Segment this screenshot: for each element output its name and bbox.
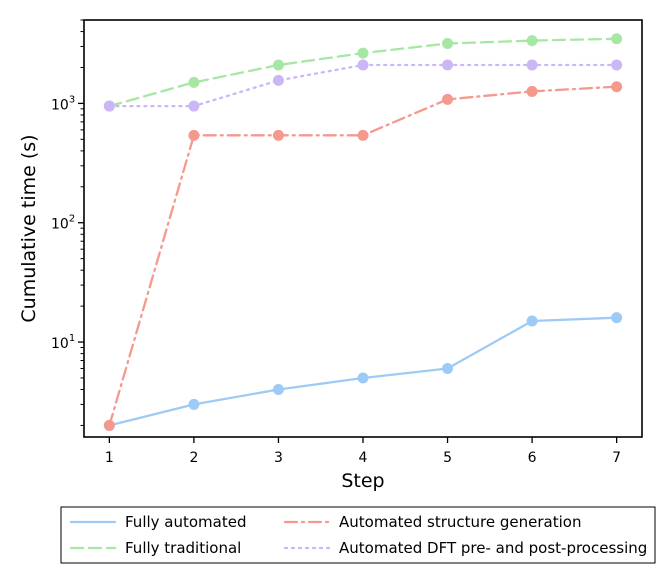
series-3-point-4 bbox=[357, 47, 369, 59]
series-4-point-5 bbox=[442, 59, 454, 71]
x-tick-label-5: 5 bbox=[443, 450, 452, 466]
series-2-point-1 bbox=[103, 419, 115, 431]
series-2-point-2 bbox=[188, 129, 200, 141]
series-1-point-7 bbox=[611, 312, 623, 324]
series-4-point-6 bbox=[526, 59, 538, 71]
y-tick-label-1000: 103 bbox=[51, 94, 75, 113]
legend-box bbox=[60, 506, 656, 564]
series-4-point-3 bbox=[272, 74, 284, 86]
x-tick-label-2: 2 bbox=[189, 450, 198, 466]
legend-label-3: Fully traditional bbox=[125, 539, 241, 557]
y-tick-label-10: 101 bbox=[51, 333, 75, 352]
series-1-point-3 bbox=[272, 384, 284, 396]
series-2-point-4 bbox=[357, 129, 369, 141]
legend-label-2: Automated structure generation bbox=[339, 513, 581, 531]
legend-label-1: Fully automated bbox=[125, 513, 247, 531]
series-4-point-4 bbox=[357, 59, 369, 71]
series-2-point-7 bbox=[611, 81, 623, 93]
series-line-1 bbox=[108, 316, 618, 427]
y-axis-title: Cumulative time (s) bbox=[18, 134, 40, 322]
series-2-point-5 bbox=[442, 93, 454, 105]
x-tick-label-3: 3 bbox=[274, 450, 283, 466]
series-1-point-5 bbox=[442, 363, 454, 375]
series-2-point-6 bbox=[526, 85, 538, 97]
series-3-point-3 bbox=[272, 59, 284, 71]
plot-area bbox=[103, 33, 623, 431]
series-3-point-5 bbox=[442, 37, 454, 49]
series-4-point-7 bbox=[611, 59, 623, 71]
y-tick-label-100: 102 bbox=[51, 214, 75, 233]
x-tick-label-6: 6 bbox=[528, 450, 537, 466]
x-axis-title: Step bbox=[341, 470, 384, 492]
series-1-point-6 bbox=[526, 315, 538, 327]
x-tick-label-4: 4 bbox=[359, 450, 368, 466]
axes: 1 2 3 4 5 6 7 101 102 103 Step Cumulative time (s) bbox=[18, 19, 643, 492]
series-4-point-2 bbox=[188, 100, 200, 112]
series-3-point-2 bbox=[188, 76, 200, 88]
x-tick-label-1: 1 bbox=[105, 450, 114, 466]
legend: Fully automated Automated structure gener… bbox=[60, 506, 656, 564]
series-1-point-4 bbox=[357, 372, 369, 384]
series-1-point-2 bbox=[188, 398, 200, 410]
x-tick-label-7: 7 bbox=[612, 450, 621, 466]
series-3-point-7 bbox=[611, 33, 623, 45]
series-4-point-1 bbox=[103, 100, 115, 112]
series-3-point-6 bbox=[526, 35, 538, 47]
legend-label-4: Automated DFT pre- and post-processing bbox=[339, 539, 647, 557]
series-2-point-3 bbox=[272, 129, 284, 141]
